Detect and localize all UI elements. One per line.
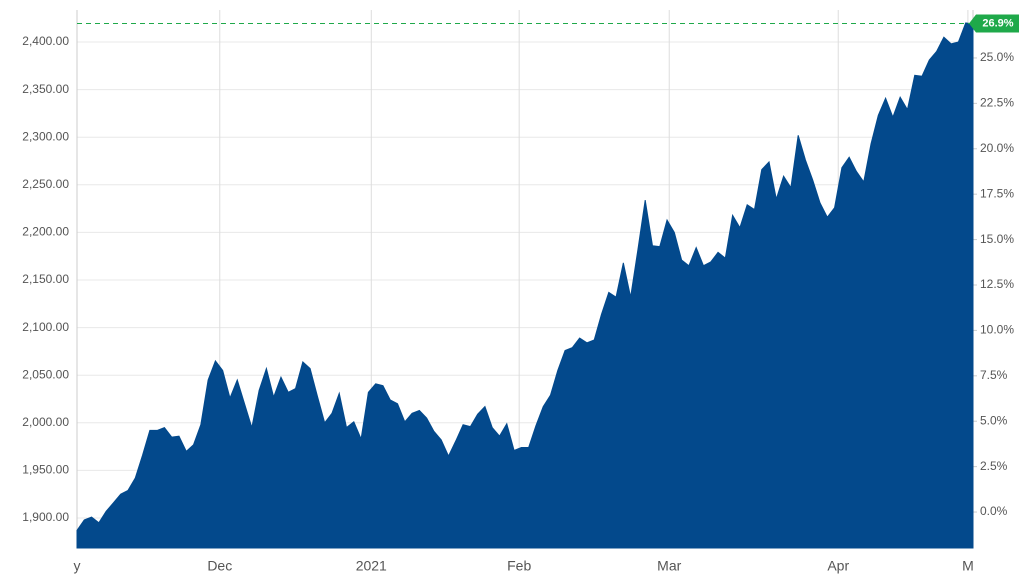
y2-tick-label: 10.0% [980, 323, 1014, 337]
y-tick-label: 2,050.00 [22, 367, 69, 381]
y-tick-label: 2,100.00 [22, 320, 69, 334]
area [76, 22, 974, 549]
y-tick-label: 2,300.00 [22, 129, 69, 143]
x-tick-label: Feb [507, 558, 531, 574]
x-tick-label: Mar [657, 558, 681, 574]
y-tick-label: 2,000.00 [22, 415, 69, 429]
y-tick-label: 2,350.00 [22, 82, 69, 96]
x-tick-label: M [962, 558, 974, 574]
y2-tick-label: 2.5% [980, 459, 1008, 473]
x-tick-label: Dec [207, 558, 232, 574]
marker-badge [969, 14, 1019, 33]
y-tick-label: 2,400.00 [22, 34, 69, 48]
y2-tick-label: 0.0% [980, 504, 1008, 518]
x-tick-label: y [74, 558, 81, 574]
y-tick-label: 2,200.00 [22, 225, 69, 239]
x-tick-label: 2021 [356, 558, 387, 574]
y2-tick-label: 17.5% [980, 186, 1014, 200]
y-tick-label: 1,950.00 [22, 463, 69, 477]
y-tick-label: 2,250.00 [22, 177, 69, 191]
y2-tick-label: 5.0% [980, 413, 1008, 427]
y2-tick-label: 7.5% [980, 368, 1008, 382]
y2-tick-label: 15.0% [980, 232, 1014, 246]
y2-tick-label: 20.0% [980, 141, 1014, 155]
y-tick-label: 1,900.00 [22, 510, 69, 524]
x-tick-label: Apr [827, 558, 849, 574]
y2-tick-label: 25.0% [980, 50, 1014, 64]
marker-label: 26.9% [982, 17, 1013, 29]
y-tick-label: 2,150.00 [22, 272, 69, 286]
y2-tick-label: 12.5% [980, 277, 1014, 291]
y2-tick-label: 22.5% [980, 96, 1014, 110]
